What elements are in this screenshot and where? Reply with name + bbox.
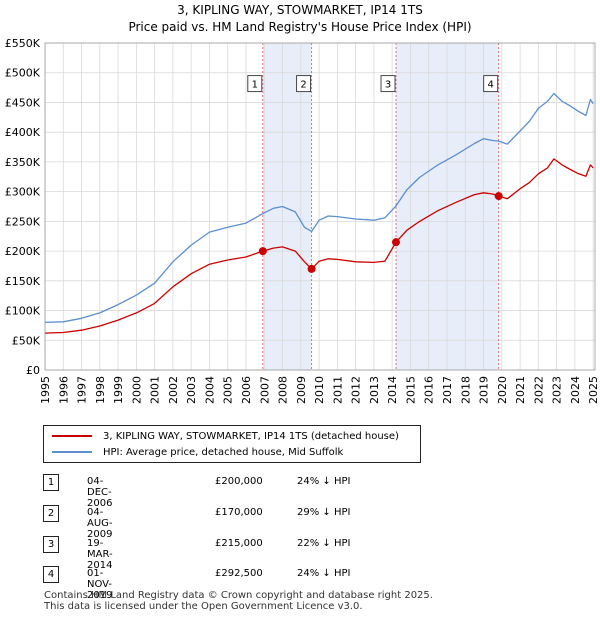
y-tick-label: £50K xyxy=(12,334,41,347)
x-tick-label: 2006 xyxy=(240,376,253,404)
x-tick-label: 2001 xyxy=(149,376,162,404)
transaction-hpi: 24% ↓ HPI xyxy=(297,476,351,487)
x-tick-label: 2005 xyxy=(222,376,235,404)
transaction-number: 2 xyxy=(43,505,59,522)
sale-number-label: 4 xyxy=(488,80,494,91)
x-tick-label: 1997 xyxy=(76,376,89,404)
x-tick-label: 2008 xyxy=(277,376,290,404)
transaction-price: £292,500 xyxy=(215,568,263,579)
transaction-hpi: 29% ↓ HPI xyxy=(297,507,351,518)
x-tick-label: 2015 xyxy=(404,376,417,404)
chart-title: 3, KIPLING WAY, STOWMARKET, IP14 1TS xyxy=(177,3,423,17)
transaction-hpi: 24% ↓ HPI xyxy=(297,568,351,579)
legend-swatch-hpi xyxy=(52,451,92,453)
transaction-date: 04-AUG-2009 xyxy=(87,507,113,540)
transaction-price: £170,000 xyxy=(215,507,263,518)
transaction-price: £200,000 xyxy=(215,476,263,487)
transaction-hpi: 22% ↓ HPI xyxy=(297,538,351,549)
legend-label-property: 3, KIPLING WAY, STOWMARKET, IP14 1TS (de… xyxy=(103,430,399,442)
x-tick-label: 2002 xyxy=(167,376,180,404)
x-tick-label: 2012 xyxy=(350,376,363,404)
legend-item-property: 3, KIPLING WAY, STOWMARKET, IP14 1TS (de… xyxy=(52,428,399,444)
x-tick-label: 2024 xyxy=(569,376,582,404)
plot-frame xyxy=(44,42,596,371)
transaction-number: 4 xyxy=(43,566,59,583)
shaded-span xyxy=(262,43,312,370)
x-tick-label: 2016 xyxy=(423,376,436,404)
sale-number-label: 3 xyxy=(385,80,391,91)
x-tick-label: 2017 xyxy=(441,376,454,404)
footer: Contains HM Land Registry data © Crown c… xyxy=(44,590,433,612)
x-tick-label: 2007 xyxy=(258,376,271,404)
sale-number-box xyxy=(296,75,312,93)
price-chart: 3, KIPLING WAY, STOWMARKET, IP14 1TS Pri… xyxy=(5,3,600,404)
transaction-date: 01-NOV-2019 xyxy=(87,568,113,601)
sale-number-box xyxy=(380,75,396,93)
sale-point xyxy=(307,264,316,273)
legend-swatch-property xyxy=(52,435,92,437)
x-tick-label: 2000 xyxy=(130,376,143,404)
x-tick-label: 2010 xyxy=(313,376,326,404)
x-tick-label: 1995 xyxy=(39,376,52,404)
x-tick-label: 2003 xyxy=(185,376,198,404)
sale-number-label: 2 xyxy=(300,80,306,91)
x-tick-label: 2019 xyxy=(478,376,491,404)
hpi-line xyxy=(44,92,594,324)
transaction-number: 3 xyxy=(43,536,59,553)
y-tick-label: £300K xyxy=(5,186,41,199)
y-tick-label: £450K xyxy=(5,96,41,109)
y-tick-label: £350K xyxy=(5,156,41,169)
x-tick-label: 2004 xyxy=(203,376,216,404)
y-tick-label: £100K xyxy=(5,305,41,318)
x-tick-label: 2022 xyxy=(532,376,545,404)
x-tick-label: 2023 xyxy=(551,376,564,404)
y-tick-label: £250K xyxy=(5,215,41,228)
sale-point xyxy=(494,192,503,201)
x-tick-label: 2009 xyxy=(295,376,308,404)
transaction-date: 04-DEC-2006 xyxy=(87,476,113,509)
chart-subtitle: Price paid vs. HM Land Registry's House … xyxy=(128,20,471,34)
x-tick-label: 1996 xyxy=(57,376,70,404)
y-tick-label: £500K xyxy=(5,67,41,80)
sale-point xyxy=(392,238,401,247)
transaction-number: 1 xyxy=(43,474,59,491)
legend: 3, KIPLING WAY, STOWMARKET, IP14 1TS (de… xyxy=(43,425,421,463)
sale-number-box xyxy=(483,75,499,93)
sale-point xyxy=(258,247,267,256)
x-tick-label: 2014 xyxy=(386,376,399,404)
footer-licence: This data is licensed under the Open Gov… xyxy=(44,601,363,612)
x-tick-label: 2025 xyxy=(587,376,600,404)
x-tick-label: 2021 xyxy=(514,376,527,404)
x-tick-label: 1999 xyxy=(112,376,125,404)
legend-item-hpi: HPI: Average price, detached house, Mid … xyxy=(52,444,343,460)
transaction-price: £215,000 xyxy=(215,538,263,549)
x-tick-label: 1998 xyxy=(94,376,107,404)
y-tick-label: £400K xyxy=(5,126,41,139)
x-tick-label: 2018 xyxy=(459,376,472,404)
y-tick-label: £150K xyxy=(5,275,41,288)
x-tick-label: 2013 xyxy=(368,376,381,404)
y-tick-label: £200K xyxy=(5,245,41,258)
y-tick-label: £550K xyxy=(5,37,41,50)
legend-label-hpi: HPI: Average price, detached house, Mid … xyxy=(103,446,344,458)
sale-number-label: 1 xyxy=(252,80,258,91)
sale-number-box xyxy=(247,75,263,93)
x-tick-label: 2011 xyxy=(331,376,344,404)
transaction-date: 19-MAR-2014 xyxy=(87,538,113,571)
y-tick-label: £0 xyxy=(26,364,40,377)
x-tick-label: 2020 xyxy=(496,376,509,404)
plot-area xyxy=(45,43,595,370)
footer-copyright: Contains HM Land Registry data © Crown c… xyxy=(44,590,433,601)
property-price-line xyxy=(44,158,594,334)
